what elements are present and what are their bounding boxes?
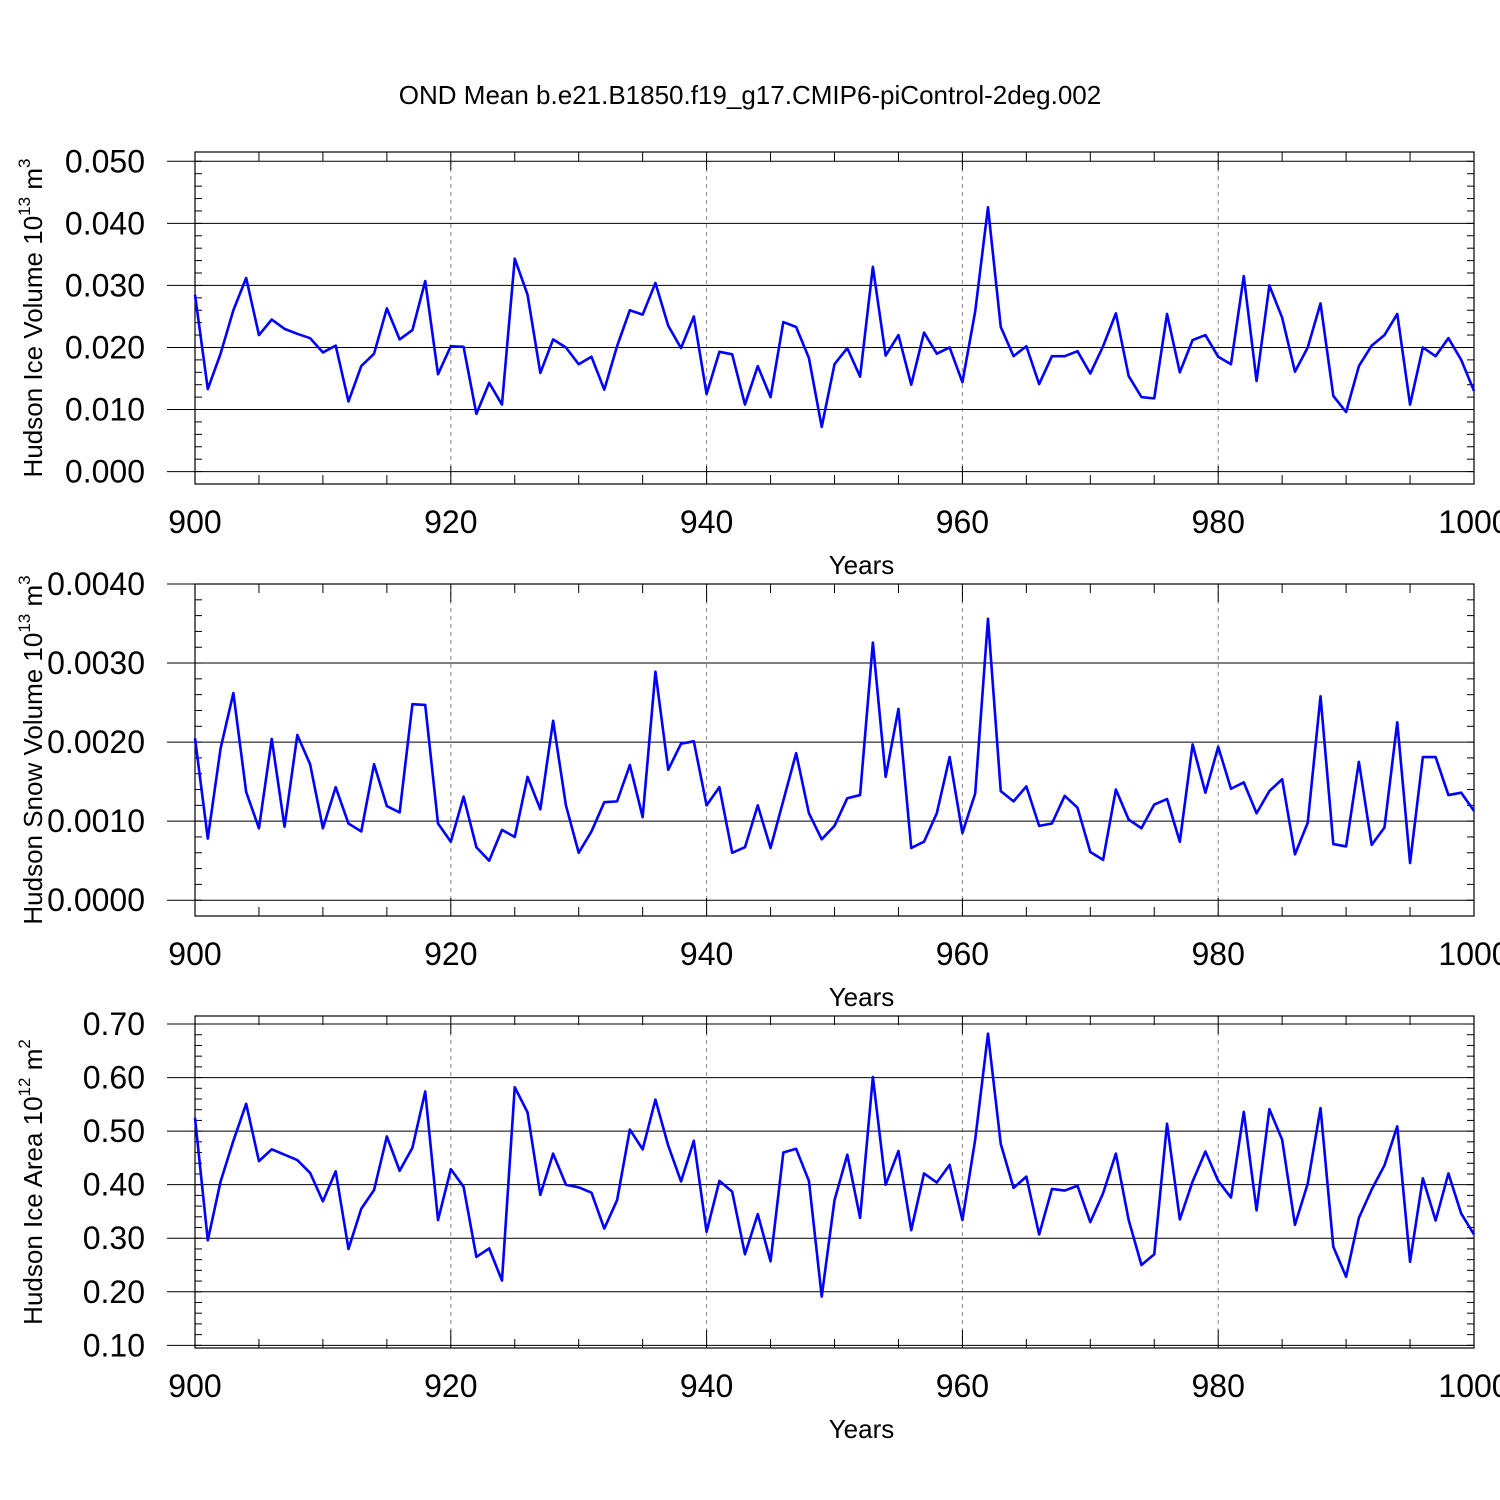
panel-2-x-tick-label: 940 [680,1368,733,1404]
panel-0-y-tick-label: 0.020 [65,329,145,365]
panel-2-frame [194,1015,1475,1349]
panel-2-y-axis-label: Hudson Ice Area 1012 m2 [15,1039,48,1325]
panel-1-series-line [193,617,1476,865]
ice-volume-panel: 0.000 0.010 0.020 0.030 0.040 0.050 900 920 940 9… [15,143,1500,580]
y-axis-label-part: m [18,585,48,614]
y-axis-label-superscript: 2 [15,1039,34,1048]
panel-1-x-tick-label: 980 [1192,936,1245,972]
panel-0-x-tick-label: 900 [168,504,221,540]
y-axis-label-superscript: 12 [15,1078,34,1097]
panel-1-y-tick-label: 0.0020 [47,724,145,760]
panel-1-y-tick-label: 0.0000 [47,882,145,918]
panel-0-x-tick-label: 940 [680,504,733,540]
y-axis-label-superscript: 3 [15,159,34,168]
panel-1-frame [194,583,1475,917]
panel-2-y-tick-label: 0.50 [83,1113,145,1149]
panel-1-x-tick-label: 900 [168,936,221,972]
panel-0-y-tick-label: 0.040 [65,205,145,241]
panel-2-y-tick-label: 0.60 [83,1060,145,1096]
panel-2-x-tick-label: 980 [1192,1368,1245,1404]
panel-2-y-tick-label: 0.20 [83,1274,145,1310]
panel-1-y-axis-label: Hudson Snow Volume 1013 m3 [15,575,48,924]
snow-volume-panel: 0.0000 0.0010 0.0020 0.0030 0.0040 900 920 940 9… [15,566,1500,1012]
panel-0-y-tick-label: 0.000 [65,454,145,490]
y-axis-label-part: Hudson Snow Volume 10 [18,633,48,925]
panel-2-y-tick-label: 0.70 [83,1006,145,1042]
panel-2-y-tick-label: 0.10 [83,1327,145,1363]
panel-0-y-tick-label: 0.010 [65,392,145,428]
panel-0-x-tick-label: 920 [424,504,477,540]
y-axis-label-part: m [18,168,48,197]
panel-1-y-tick-label: 0.0030 [47,645,145,681]
panel-0-y-tick-label: 0.030 [65,267,145,303]
panel-2-x-axis-label: Years [829,1414,895,1444]
panel-0-series-line [193,205,1476,429]
panel-2-x-tick-label: 900 [168,1368,221,1404]
panel-1-y-tick-label: 0.0040 [47,566,145,602]
page-title: OND Mean b.e21.B1850.f19_g17.CMIP6-piCon… [398,80,1102,110]
panel-1-x-tick-label: 920 [424,936,477,972]
panel-2-x-tick-label: 920 [424,1368,477,1404]
panel-2-x-tick-label: 1000 [1438,1368,1500,1404]
panel-2-y-tick-label: 0.40 [83,1167,145,1203]
panel-2-y-tick-label: 0.30 [83,1220,145,1256]
panel-1-x-tick-label: 960 [936,936,989,972]
y-axis-label-superscript: 13 [15,197,34,216]
panel-0-y-tick-label: 0.050 [65,143,145,179]
ice-area-panel: 0.10 0.20 0.30 0.40 0.50 0.60 0.70 900 920 940 960… [15,1006,1500,1444]
panel-0-x-tick-label: 1000 [1438,504,1500,540]
y-axis-label-part: Hudson Ice Volume 10 [18,216,48,478]
panel-1-x-tick-label: 1000 [1438,936,1500,972]
panel-2-series-line [193,1032,1476,1298]
panel-1-x-axis-label: Years [829,982,895,1012]
panel-0-x-tick-label: 980 [1192,504,1245,540]
y-axis-label-superscript: 13 [15,614,34,633]
y-axis-label-superscript: 3 [15,575,34,584]
panel-1-x-tick-label: 940 [680,936,733,972]
panel-1-y-tick-label: 0.0010 [47,803,145,839]
panel-2-x-tick-label: 960 [936,1368,989,1404]
panel-0-y-axis-label: Hudson Ice Volume 1013 m3 [15,159,48,478]
panel-0-x-axis-label: Years [829,550,895,580]
y-axis-label-part: m [18,1049,48,1078]
panel-0-x-tick-label: 960 [936,504,989,540]
y-axis-label-part: Hudson Ice Area 10 [18,1096,48,1324]
